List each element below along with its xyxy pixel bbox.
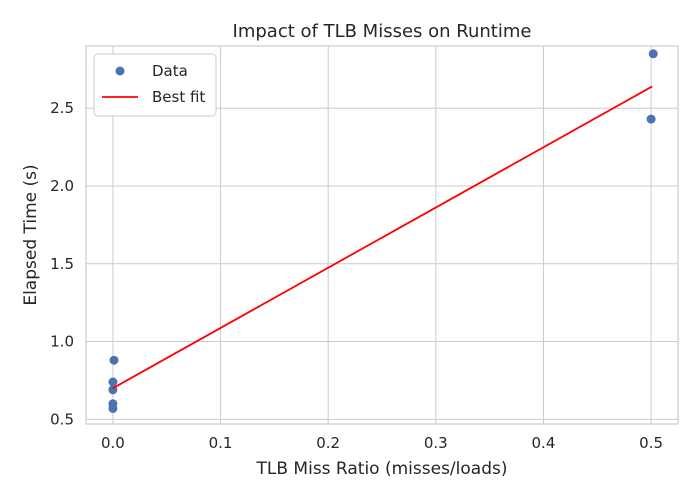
data-point [109, 355, 119, 365]
y-tick-label: 1.5 [50, 255, 74, 273]
tick-labels: 0.0 0.1 0.2 0.3 0.4 0.5 0.5 1.0 1.5 2.0 2.5 [50, 99, 663, 452]
legend-marker-data [115, 66, 125, 76]
plot-frame [85, 45, 679, 425]
y-tick-label: 2.5 [50, 99, 74, 117]
best-fit-line [112, 85, 653, 390]
legend-label-data: Data [152, 62, 188, 80]
x-tick-label: 0.3 [424, 434, 448, 452]
x-tick-label: 0.5 [639, 434, 663, 452]
legend-label-best-fit: Best fit [152, 88, 205, 106]
series [108, 49, 658, 413]
legend: Data Best fit [93, 53, 217, 117]
data-point [108, 399, 118, 409]
grid [86, 46, 678, 424]
chart-title: Impact of TLB Misses on Runtime [233, 21, 532, 42]
y-tick-label: 0.5 [50, 410, 74, 428]
data-point [108, 377, 118, 387]
x-tick-label: 0.2 [316, 434, 340, 452]
data-point [646, 114, 656, 124]
y-tick-label: 1.0 [50, 333, 74, 351]
x-axis-label: TLB Miss Ratio (misses/loads) [256, 459, 508, 479]
data-point [648, 49, 658, 59]
x-tick-label: 0.1 [209, 434, 233, 452]
x-tick-label: 0.4 [532, 434, 556, 452]
y-tick-label: 2.0 [50, 177, 74, 195]
x-tick-label: 0.0 [101, 434, 125, 452]
y-axis-label: Elapsed Time (s) [21, 164, 41, 305]
legend-box [93, 53, 217, 117]
